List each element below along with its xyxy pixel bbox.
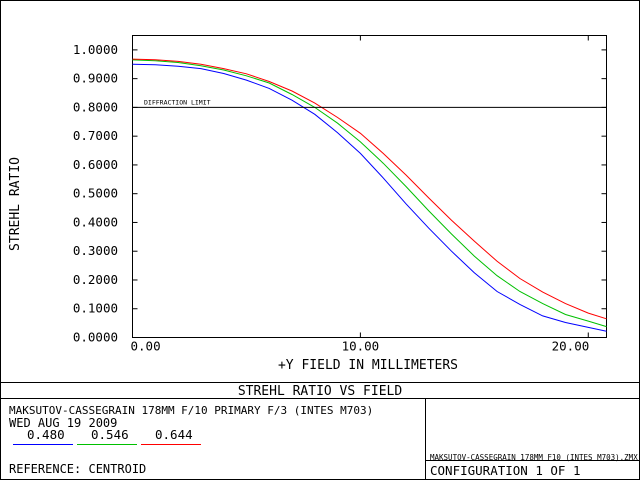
- y-tick-label: 0.4000: [73, 214, 118, 229]
- y-axis-label: STREHL RATIO: [8, 157, 23, 251]
- legend-label: 0.644: [155, 427, 193, 442]
- series-line-0.644: [132, 58, 607, 320]
- x-tick-label: 0.00: [131, 339, 161, 354]
- y-tick-label: 0.0000: [73, 330, 118, 345]
- y-tick-label: 0.1000: [73, 301, 118, 316]
- legend-label: 0.480: [27, 427, 65, 442]
- lens-title: MAKSUTOV-CASSEGRAIN 178MM F/10 PRIMARY F…: [9, 404, 373, 417]
- series-lines: [132, 58, 607, 332]
- diffraction-limit: DIFFRACTION LIMIT: [132, 98, 607, 108]
- y-tick-label: 1.0000: [73, 42, 118, 57]
- y-tick-label: 0.7000: [73, 128, 118, 143]
- series-line-0.480: [132, 63, 607, 332]
- diffraction-limit-label: DIFFRACTION LIMIT: [144, 98, 211, 106]
- wavelength-legend: 0.480 0.546 0.644: [13, 427, 201, 445]
- series-line-0.546: [132, 59, 607, 328]
- y-tick-label: 0.5000: [73, 186, 118, 201]
- x-tick-label: 20.00: [552, 339, 590, 354]
- date-label: WED AUG 19 2009: [9, 416, 117, 430]
- y-tick-label: 0.8000: [73, 99, 118, 114]
- axis-ticks: 0.0000 0.1000 0.2000 0.3000 0.4000 0.5000 0.60…: [73, 35, 607, 354]
- x-axis-label: +Y FIELD IN MILLIMETERS: [278, 358, 458, 373]
- configuration-label: CONFIGURATION 1 OF 1: [430, 463, 581, 478]
- reference-label: REFERENCE: CENTROID: [9, 462, 146, 476]
- y-tick-label: 0.6000: [73, 157, 118, 172]
- x-tick-label: 10.00: [342, 339, 380, 354]
- y-tick-label: 0.3000: [73, 243, 118, 258]
- chart-title: STREHL RATIO VS FIELD: [238, 384, 403, 399]
- legend-label: 0.546: [91, 427, 129, 442]
- y-tick-label: 0.9000: [73, 71, 118, 86]
- y-tick-label: 0.2000: [73, 272, 118, 287]
- plot-area: [132, 35, 607, 338]
- file-label: MAKSUTOV-CASSEGRAIN 178MM F10 (INTES M70…: [430, 453, 638, 462]
